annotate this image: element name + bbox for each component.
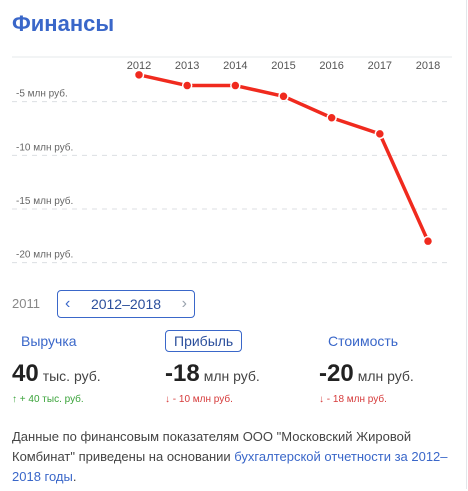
chevron-right-icon[interactable]: ›: [181, 295, 187, 312]
section-title: Финансы: [12, 11, 115, 36]
metric-profit: Прибыль -18 млн руб. ↓ - 10 млн руб.: [165, 330, 260, 405]
source-note: Данные по финансовым показателям ООО "Мо…: [12, 427, 452, 487]
cost-value: -20: [319, 360, 354, 387]
note-text: Данные по финансовым показателям ООО "Мо…: [12, 429, 412, 464]
chevron-left-icon[interactable]: ‹: [65, 295, 71, 312]
data-point[interactable]: [278, 91, 289, 102]
x-tick-label: 2015: [271, 60, 295, 72]
y-tick-label: -5 млн руб.: [16, 88, 68, 100]
metric-value: Стоимость -20 млн руб. ↓ - 18 млн руб.: [319, 330, 414, 405]
period-label: 2012–2018: [90, 296, 162, 312]
data-point[interactable]: [230, 80, 241, 91]
chart-grid: [12, 56, 452, 264]
profit-delta: - 10 млн руб.: [172, 394, 233, 405]
note-end: .: [72, 469, 77, 484]
data-point[interactable]: [326, 112, 337, 124]
y-tick-label: -20 млн руб.: [16, 249, 73, 261]
previous-year-link[interactable]: 2011: [12, 296, 40, 311]
arrow-up-icon: ↑: [12, 394, 17, 405]
revenue-value: 40: [12, 360, 39, 387]
profit-value: -18: [165, 360, 200, 387]
metric-revenue: Выручка 40 тыс. руб. ↑ + 40 тыс. руб.: [12, 330, 101, 405]
cost-delta: - 18 млн руб.: [326, 394, 387, 405]
tab-revenue[interactable]: Выручка: [21, 333, 77, 349]
arrow-down-icon: ↓: [165, 394, 170, 405]
report-link[interactable]: бухгалтерской отчетности за 2012–2018 го…: [12, 449, 448, 484]
x-tick-label: 2017: [368, 60, 392, 72]
data-point[interactable]: [181, 80, 193, 91]
cost-unit: млн руб.: [357, 368, 414, 384]
profit-chart: 2012 2013 2014 2015 2016 2017 2018 -5 млн руб.…: [12, 56, 452, 264]
x-tick-label: 2016: [319, 60, 343, 72]
tab-profit[interactable]: Прибыль: [165, 330, 243, 352]
profit-series: [133, 69, 434, 247]
x-tick-label: 2014: [223, 60, 247, 72]
y-axis-labels: -5 млн руб. -10 млн руб. -15 млн руб. -20 м…: [16, 88, 73, 261]
x-tick-label: 2013: [175, 60, 199, 72]
tab-value[interactable]: Стоимость: [328, 333, 399, 349]
data-point[interactable]: [374, 128, 386, 140]
profit-unit: млн руб.: [203, 368, 260, 384]
y-tick-label: -15 млн руб.: [16, 195, 73, 207]
x-tick-label: 2012: [127, 60, 151, 72]
data-point[interactable]: [422, 235, 434, 247]
x-axis-labels: 2012 2013 2014 2015 2016 2017 2018: [127, 60, 440, 72]
arrow-down-icon: ↓: [319, 394, 324, 405]
y-tick-label: -10 млн руб.: [16, 141, 73, 153]
data-point[interactable]: [133, 69, 145, 81]
x-tick-label: 2018: [416, 60, 440, 72]
revenue-unit: тыс. руб.: [42, 368, 101, 384]
period-switch: ‹ 2012–2018 ›: [57, 290, 195, 318]
revenue-delta: + 40 тыс. руб.: [19, 394, 84, 405]
